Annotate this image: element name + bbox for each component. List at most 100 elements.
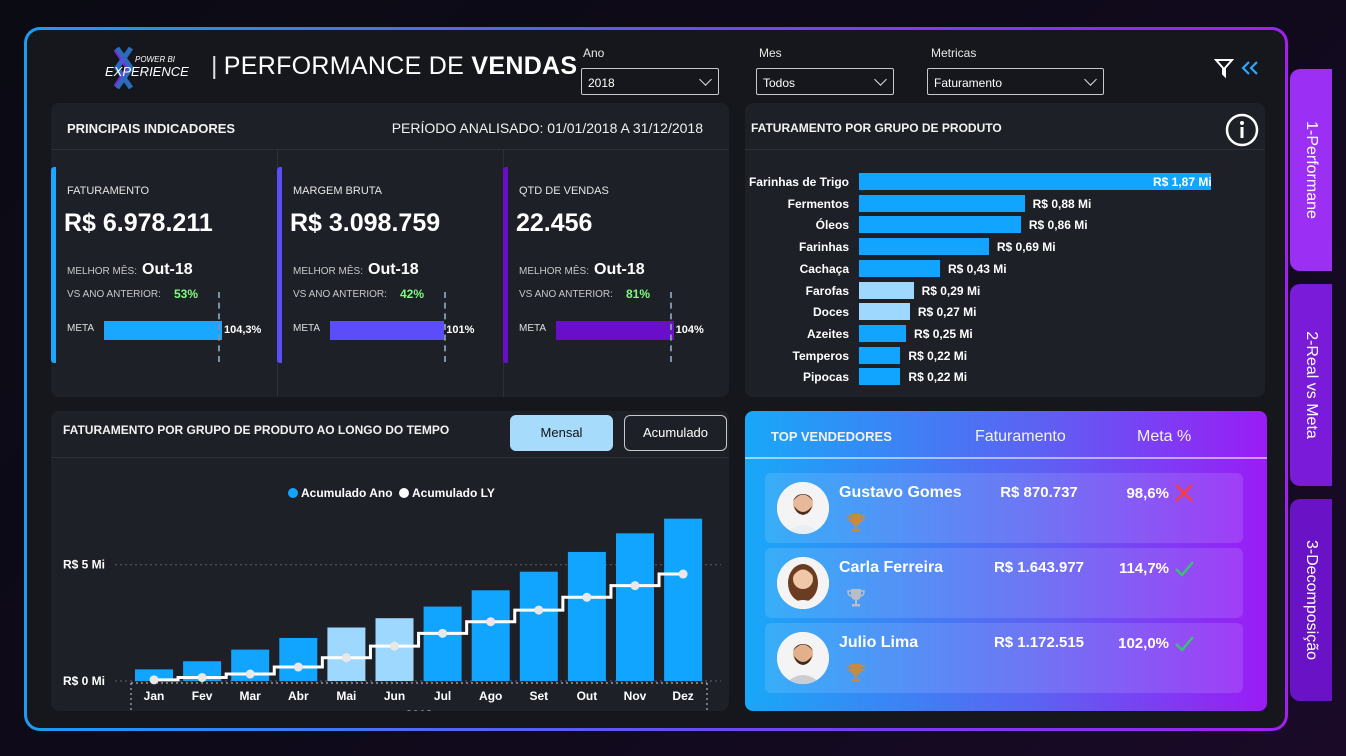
acumulado-ly-point[interactable]: [438, 628, 448, 638]
kpi-label: FATURAMENTO: [67, 185, 150, 197]
seller-name: Gustavo Gomes: [839, 484, 962, 501]
month-bar[interactable]: [664, 518, 703, 681]
filter-clear-icon[interactable]: [1214, 57, 1234, 79]
period-label: PERÍODO ANALISADO: 01/01/2018 A 31/12/20…: [391, 120, 703, 136]
month-bar[interactable]: [135, 669, 173, 681]
tab-real-vs-meta[interactable]: 2-Real vs Meta: [1290, 284, 1332, 486]
meta-target-line: [218, 292, 220, 362]
kpi-label: QTD DE VENDAS: [519, 185, 609, 197]
kpi-value: R$ 6.978.211: [64, 209, 213, 237]
mensal-button[interactable]: Mensal: [510, 415, 613, 451]
chevron-down-icon: [874, 73, 887, 86]
seller-faturamento: R$ 1.172.515: [993, 634, 1085, 651]
product-bar[interactable]: [859, 238, 989, 256]
metricas-dropdown[interactable]: Faturamento: [927, 68, 1104, 95]
month-bar[interactable]: [279, 637, 318, 681]
acumulado-ly-point[interactable]: [534, 605, 544, 615]
product-bar[interactable]: [859, 173, 1211, 190]
acumulado-ly-point[interactable]: [197, 673, 207, 683]
x-tick-label: Out: [577, 689, 598, 703]
over-time-chart: Acumulado Ano Acumulado LY R$ 0 Mi R$ 5 Mi J…: [63, 486, 721, 711]
ano-dropdown[interactable]: 2018: [581, 68, 719, 95]
product-bar[interactable]: [859, 194, 1025, 212]
mes-dropdown[interactable]: Todos: [756, 68, 894, 95]
double-chevron-left-icon[interactable]: [1240, 60, 1260, 76]
info-icon[interactable]: [1225, 113, 1259, 147]
check-icon: [1175, 636, 1194, 652]
faturamento-column-header: Faturamento: [975, 428, 1066, 445]
product-bar-row: Óleos R$ 0,86 Mi: [745, 216, 1265, 234]
metricas-filter-label: Metricas: [931, 46, 977, 60]
month-bar[interactable]: [423, 606, 462, 681]
product-value-label: R$ 0,22 Mi: [908, 370, 968, 385]
best-month-label: MELHOR MÊS:: [293, 266, 364, 277]
bronze-trophy-icon: [847, 514, 865, 532]
acumulado-ly-point[interactable]: [486, 617, 496, 627]
legend-marker-acumulado-ano: [288, 488, 298, 498]
product-value-label: R$ 0,25 Mi: [914, 326, 973, 341]
acumulado-ly-point[interactable]: [341, 653, 351, 663]
kpi-panel: PRINCIPAIS INDICADORES PERÍODO ANALISADO…: [51, 103, 729, 397]
vs-last-year-label: VS ANO ANTERIOR:: [519, 289, 613, 300]
acumulado-ly-point[interactable]: [678, 569, 688, 579]
kpi-panel-title: PRINCIPAIS INDICADORES: [67, 121, 236, 136]
tab-decomposicao[interactable]: 3-Decomposição: [1290, 499, 1332, 701]
tab-real-vs-meta-label: 2-Real vs Meta: [1303, 331, 1320, 439]
acumulado-ly-point[interactable]: [245, 669, 255, 679]
check-icon: [1175, 561, 1194, 577]
product-group-title: FATURAMENTO POR GRUPO DE PRODUTO: [751, 121, 1002, 135]
vs-last-year-value: 42%: [400, 287, 425, 301]
product-bar[interactable]: [859, 303, 910, 321]
meta-target-line: [670, 292, 672, 362]
legend-marker-acumulado-ly: [399, 488, 409, 498]
product-header-divider: [745, 149, 1265, 150]
product-bar[interactable]: [859, 346, 901, 364]
product-value-label: R$ 0,22 Mi: [908, 348, 968, 363]
acumulado-button[interactable]: Acumulado: [624, 415, 727, 451]
acumulado-ly-point[interactable]: [149, 675, 159, 685]
meta-label: META: [67, 323, 95, 334]
x-tick-label: Jan: [144, 689, 165, 703]
seller-meta-pct: 98,6%: [1126, 485, 1169, 502]
month-bar[interactable]: [567, 551, 606, 681]
seller-row[interactable]: Carla Ferreira R$ 1.643.977 114,7%: [765, 548, 1243, 618]
kpi-value: 22.456: [516, 209, 593, 237]
legend-label-acumulado-ano: Acumulado Ano: [301, 486, 393, 500]
product-bar[interactable]: [859, 259, 940, 277]
meta-target-line: [444, 292, 446, 362]
acumulado-ly-point[interactable]: [390, 641, 399, 651]
acumulado-ly-point[interactable]: [630, 581, 640, 591]
month-bar[interactable]: [616, 533, 654, 681]
y-tick-label: R$ 0 Mi: [63, 674, 105, 688]
seller-row[interactable]: Julio Lima R$ 1.172.515 102,0%: [765, 623, 1243, 693]
acumulado-ly-point[interactable]: [293, 662, 303, 672]
avatar: [777, 557, 829, 609]
acumulado-ly-point[interactable]: [582, 592, 592, 602]
best-month-label: MELHOR MÊS:: [67, 266, 138, 277]
kpi-header-divider: [51, 149, 729, 150]
seller-row[interactable]: Gustavo Gomes R$ 870.737 98,6%: [765, 473, 1243, 543]
vs-last-year-label: VS ANO ANTERIOR:: [67, 289, 161, 300]
vs-last-year-value: 81%: [626, 287, 651, 301]
chevron-down-icon: [699, 73, 712, 86]
page-title: | PERFORMANCE DE VENDAS: [211, 52, 578, 80]
avatar: [777, 482, 829, 534]
svg-text:POWER BI: POWER BI: [135, 55, 176, 64]
tab-performance-label: 1-Performane: [1303, 121, 1320, 219]
month-bar[interactable]: [471, 590, 510, 681]
x-tick-label: Mar: [240, 689, 262, 703]
over-time-title: FATURAMENTO POR GRUPO DE PRODUTO AO LONG…: [63, 423, 450, 437]
x-axis-label: 2018: [406, 708, 433, 711]
product-category-label: Farinhas de Trigo: [748, 175, 849, 189]
x-tick-label: Abr: [288, 689, 309, 703]
metricas-dropdown-value: Faturamento: [934, 76, 1003, 90]
product-bar[interactable]: [859, 324, 907, 342]
product-bar[interactable]: [859, 368, 901, 386]
best-month-label: MELHOR MÊS:: [519, 266, 590, 277]
product-bar[interactable]: [859, 216, 1021, 234]
kpi-value: R$ 3.098.759: [290, 209, 441, 237]
tab-performance[interactable]: 1-Performane: [1290, 69, 1332, 271]
month-bar[interactable]: [519, 571, 558, 681]
seller-faturamento: R$ 870.737: [1000, 484, 1078, 501]
product-bar[interactable]: [859, 281, 914, 299]
